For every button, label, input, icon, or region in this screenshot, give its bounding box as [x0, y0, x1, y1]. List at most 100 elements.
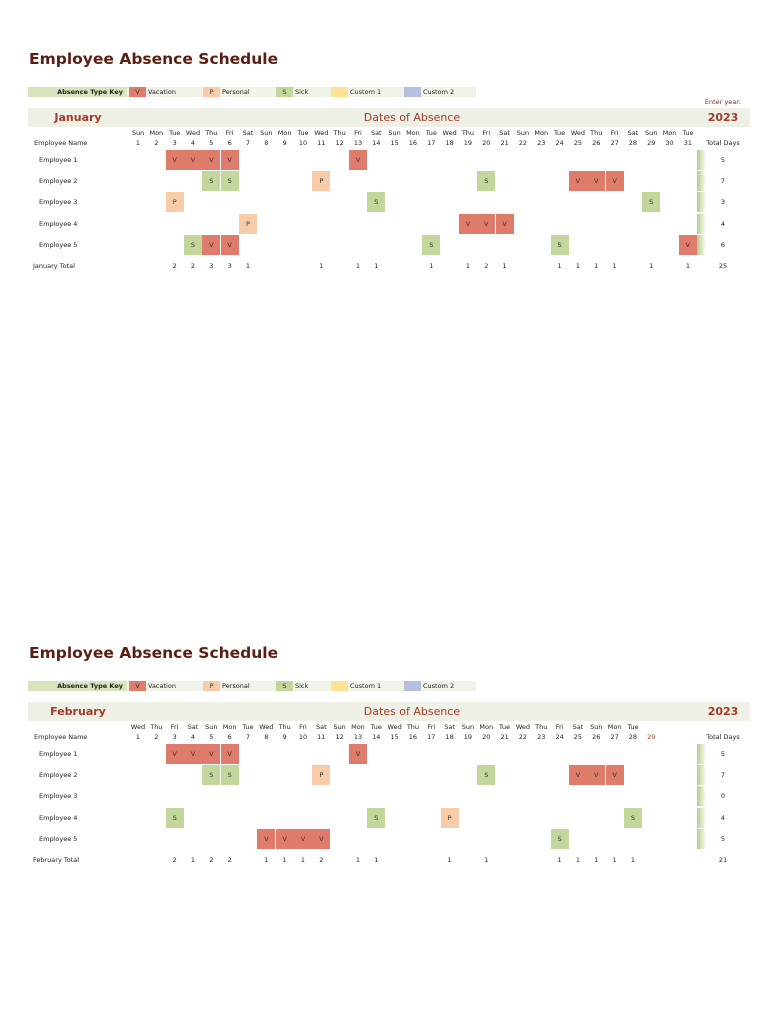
absence-cell: P: [165, 192, 184, 213]
total-bar: [697, 786, 705, 807]
key-item-label: Custom 1: [350, 88, 382, 96]
key-item-label: Sick: [295, 682, 309, 690]
weekday: Wed: [515, 723, 531, 731]
key-item-label: Custom 2: [423, 682, 455, 690]
weekday: Tue: [297, 129, 309, 137]
absence-cell: V: [605, 171, 624, 192]
day-total: 1: [612, 856, 617, 864]
day-number: 28: [628, 733, 638, 741]
day-number: 4: [190, 139, 196, 147]
day-number: 8: [264, 139, 269, 147]
absence-cell: V: [257, 828, 276, 849]
name-header: Employee Name: [34, 139, 88, 147]
title: Employee Absence Schedule: [29, 50, 279, 68]
weekday: Fri: [555, 723, 564, 731]
absence-cell: P: [440, 807, 459, 828]
day-number: 29: [647, 139, 656, 147]
total-bar: [697, 744, 705, 764]
weekday: Sun: [516, 129, 530, 137]
day-total: 1: [594, 856, 599, 864]
key-label-text: Absence Type Key: [57, 88, 123, 96]
weekday: Wed: [387, 723, 402, 731]
name-header: Employee Name: [34, 733, 88, 741]
key-label: [28, 87, 127, 97]
weekday: Tue: [425, 129, 437, 137]
key-swatch: V: [129, 681, 146, 691]
weekday: Thu: [205, 129, 218, 137]
absence-cell: V: [275, 828, 294, 849]
total-header: Total Days: [706, 733, 740, 741]
day-number: 15: [390, 139, 399, 147]
row-total: 5: [720, 834, 726, 843]
day-number: 11: [317, 139, 326, 147]
absence-cell: V: [348, 150, 367, 170]
weekday: Sat: [242, 129, 254, 137]
employee-name: Employee 3: [39, 198, 78, 207]
day-number: 9: [282, 139, 287, 147]
row-total: 4: [720, 813, 726, 822]
weekday: Sun: [333, 723, 346, 731]
absence-cell: S: [220, 765, 239, 786]
absence-cell: S: [202, 171, 221, 192]
key-item-label: Vacation: [148, 682, 176, 690]
key-swatch: [404, 87, 421, 97]
year: 2023: [707, 705, 739, 718]
day-number: 14: [372, 139, 381, 147]
total-bar: [697, 765, 705, 786]
absence-cell: S: [550, 234, 569, 255]
day-number: 22: [518, 733, 528, 741]
key-item-label: Vacation: [148, 88, 176, 96]
absence-cell: V: [568, 171, 587, 192]
month: February: [50, 705, 106, 718]
key-item-label: Custom 2: [423, 88, 455, 96]
day-number: 25: [573, 139, 583, 147]
day-total: 1: [502, 262, 507, 270]
absence-cell: V: [587, 765, 606, 786]
day-number: 15: [390, 733, 399, 741]
day-total: 1: [649, 262, 654, 270]
day-number: 9: [282, 733, 287, 741]
absence-cell: S: [422, 234, 441, 255]
day-number: 16: [408, 733, 418, 741]
absence-cell: P: [312, 765, 331, 786]
day-total: 1: [264, 856, 269, 864]
day-number: 13: [353, 733, 363, 741]
total-label: February Total: [33, 856, 80, 864]
row-total: 0: [720, 792, 726, 801]
header: Dates of Absence: [363, 705, 461, 718]
weekday: Mon: [662, 129, 677, 137]
day-number: 1: [135, 733, 141, 741]
weekday: Mon: [351, 723, 365, 731]
employee-name: Employee 1: [39, 750, 78, 758]
total-bar: [697, 213, 705, 234]
total-bar: [697, 234, 705, 255]
weekday: Tue: [627, 723, 639, 731]
absence-cell: S: [165, 807, 184, 828]
weekday: Sun: [388, 129, 401, 137]
key-label-text: Absence Type Key: [57, 682, 123, 690]
total-bar: [697, 150, 705, 170]
key-swatch: [331, 87, 348, 97]
absence-cell: V: [183, 744, 202, 764]
absence-cell: V: [678, 234, 697, 255]
day-total: 3: [209, 262, 214, 270]
day-total: 1: [685, 262, 690, 270]
row-total: 6: [720, 240, 726, 249]
key-swatch: [331, 681, 348, 691]
absence-cell: S: [367, 192, 386, 213]
key-swatch: [404, 681, 421, 691]
absence-cell: V: [220, 150, 239, 170]
employee-name: Employee 5: [39, 834, 78, 843]
employee-name: Employee 2: [39, 771, 78, 780]
day-number: 28: [628, 139, 638, 147]
key-swatch: P: [203, 681, 220, 691]
day-number: 14: [372, 733, 381, 741]
total-label: January Total: [33, 262, 75, 270]
day-total: 2: [319, 856, 324, 864]
weekday: Thu: [535, 723, 548, 731]
day-total: 1: [355, 856, 361, 864]
day-number: 19: [463, 733, 473, 741]
key-swatch: S: [276, 87, 293, 97]
weekday: Tue: [370, 723, 382, 731]
